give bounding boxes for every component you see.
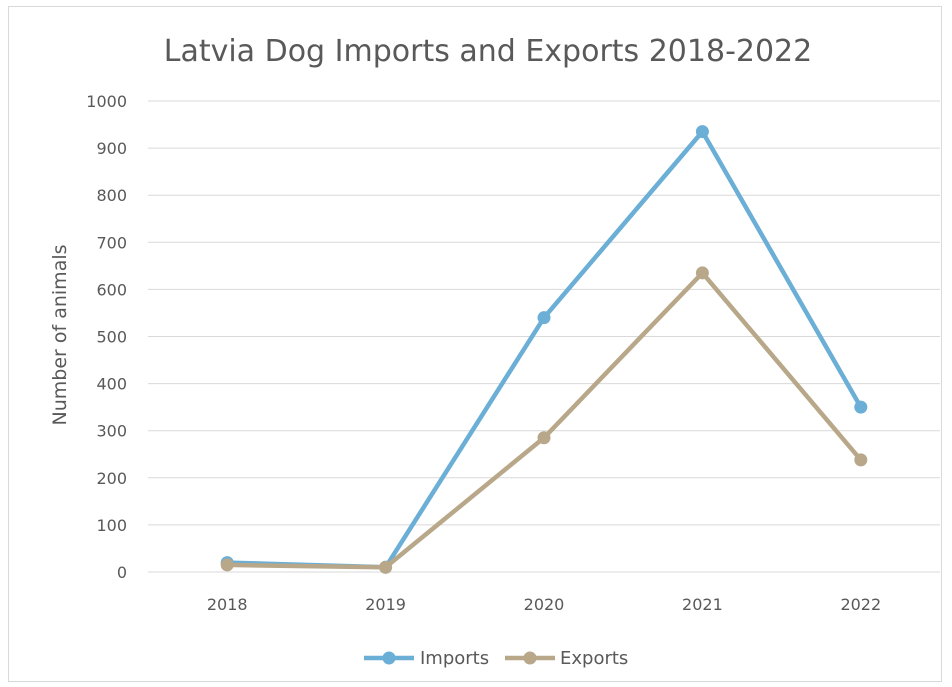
x-tick-label: 2021 <box>682 595 723 614</box>
data-point-imports <box>854 400 868 414</box>
y-axis-label: Number of animals <box>49 244 71 425</box>
x-axis-ticks: 2018 2019 2020 2021 2022 <box>207 595 881 614</box>
legend-label-exports: Exports <box>560 648 628 669</box>
series-layer <box>220 125 868 574</box>
y-tick-label: 400 <box>96 375 127 394</box>
y-tick-label: 500 <box>96 328 127 347</box>
chart-title: Latvia Dog Imports and Exports 2018-2022 <box>164 34 813 69</box>
y-tick-label: 900 <box>96 139 127 158</box>
y-tick-label: 700 <box>96 233 127 252</box>
data-point-exports <box>220 558 234 572</box>
legend-marker-exports <box>523 651 537 665</box>
gridlines <box>148 100 940 573</box>
chart-frame <box>8 6 942 682</box>
x-tick-label: 2022 <box>840 595 881 614</box>
x-tick-label: 2018 <box>207 595 248 614</box>
y-tick-label: 800 <box>96 186 127 205</box>
y-axis-ticks: 0 100 200 300 400 500 600 700 800 900 1000 <box>86 92 127 582</box>
data-point-exports <box>537 431 551 445</box>
y-tick-label: 0 <box>117 563 127 582</box>
data-point-imports <box>537 311 551 325</box>
y-tick-label: 200 <box>96 469 127 488</box>
data-point-exports <box>695 266 709 280</box>
y-tick-label: 1000 <box>86 92 127 111</box>
data-point-imports <box>695 125 709 139</box>
data-point-exports <box>854 453 868 467</box>
x-tick-label: 2019 <box>365 595 406 614</box>
legend-label-imports: Imports <box>420 648 489 669</box>
legend-marker-imports <box>382 651 396 665</box>
x-tick-label: 2020 <box>524 595 565 614</box>
data-point-exports <box>379 560 393 574</box>
y-tick-label: 300 <box>96 422 127 441</box>
y-tick-label: 100 <box>96 516 127 535</box>
legend: Imports Exports <box>364 648 628 669</box>
y-tick-label: 600 <box>96 280 127 299</box>
